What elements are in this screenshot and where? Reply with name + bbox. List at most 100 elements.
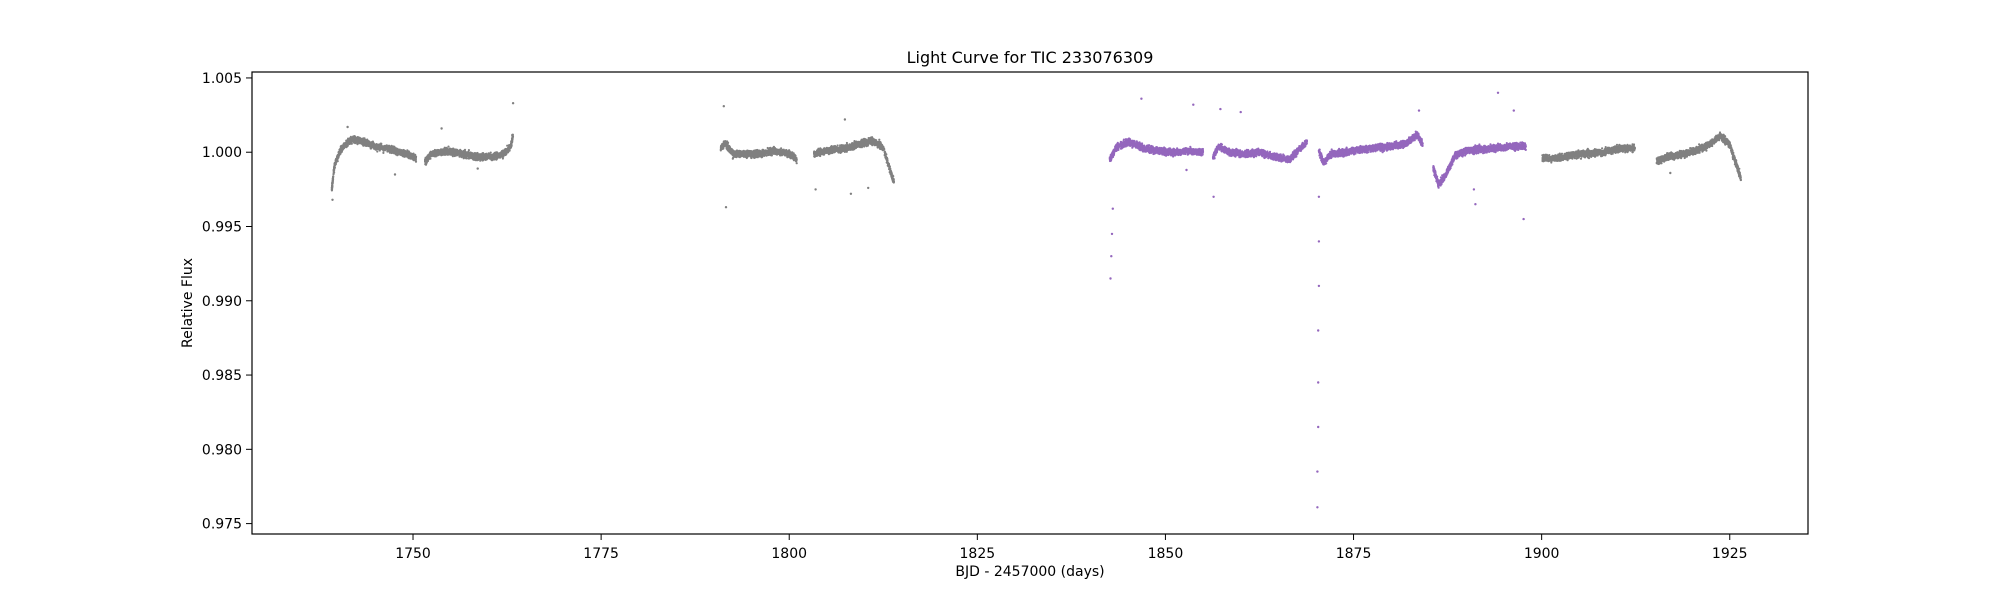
data-point [414,160,418,163]
data-point [459,152,462,155]
data-point [511,136,514,139]
data-point [359,140,362,143]
data-point [337,153,340,156]
data-point [450,153,454,156]
data-point [351,136,354,140]
data-point [384,147,387,150]
data-point [439,153,442,156]
data-point [331,178,334,182]
data-point [754,150,757,153]
data-point [461,152,464,155]
data-point [505,148,508,151]
data-point [330,188,333,191]
data-point [847,148,850,151]
series-1-points [330,102,1742,209]
data-point [454,153,457,156]
data-point [399,150,402,153]
data-point [413,158,416,161]
data-point [396,148,399,151]
data-point [447,145,450,148]
data-point [424,158,427,161]
data-point [483,156,487,159]
data-point [776,149,779,152]
data-point [444,151,448,154]
data-point [770,154,773,157]
data-point [339,145,342,148]
chart-title: Light Curve for TIC 233076309 [907,48,1154,67]
data-point [331,181,334,184]
data-point [495,152,498,155]
data-point [750,156,753,160]
data-point [362,140,365,144]
data-point [730,147,733,150]
data-point [372,145,375,148]
data-point [731,153,734,156]
data-point [499,155,502,158]
data-point [744,155,748,158]
data-point [744,150,747,153]
data-point [503,152,506,155]
data-point [836,144,839,147]
data-point [795,162,798,165]
data-point [332,170,335,173]
data-point [780,154,784,157]
data-point [481,157,484,160]
data-point [756,151,759,155]
data-point [770,152,773,155]
data-point [352,141,355,144]
data-point [445,153,448,156]
data-point [425,160,428,164]
data-point [774,148,777,151]
data-point [343,146,346,149]
data-point [878,138,881,141]
data-point [457,150,461,153]
data-point [463,148,467,151]
data-point [776,152,779,155]
data-point [786,153,789,156]
data-point [468,151,471,154]
data-point [444,149,447,152]
data-point [379,147,382,150]
data-point [433,154,436,157]
data-point [499,153,502,156]
data-point [393,145,396,148]
data-point [507,146,510,150]
data-point [866,144,870,147]
data-point [501,157,504,160]
data-point [511,134,514,137]
data-point [434,149,437,152]
data-point [437,150,440,153]
data-point [778,148,782,151]
data-point [331,185,334,188]
data-point [863,137,866,140]
data-point [348,140,351,143]
data-point [871,144,874,147]
data-point [719,145,723,148]
data-point [484,158,487,161]
data-point [448,149,451,152]
data-point [357,136,360,139]
data-point [782,148,785,151]
data-point [432,153,435,156]
data-point [378,144,381,147]
data-point [332,175,335,178]
data-point [772,152,775,155]
data-point [427,154,430,157]
data-point [758,152,761,155]
data-point [407,151,411,154]
data-point [346,140,349,144]
data-point [376,150,379,153]
data-point [452,149,455,152]
data-point [789,152,792,155]
data-point [486,154,489,157]
data-point [772,146,775,149]
data-point [481,154,485,157]
data-point [507,144,510,147]
data-point [388,148,391,151]
data-point [476,158,479,161]
data-point [748,152,751,155]
data-point [392,148,395,151]
data-point [769,146,772,149]
data-point [726,149,730,152]
